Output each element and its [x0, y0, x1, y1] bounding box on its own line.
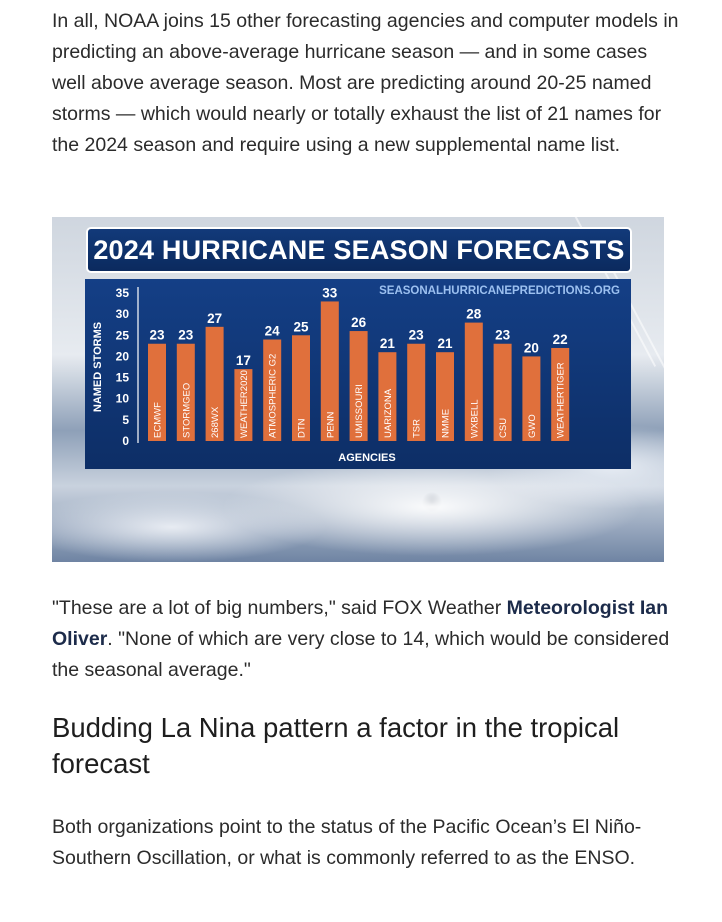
bar-category-label: WXBELL: [469, 399, 480, 438]
bar-value-label: 25: [293, 319, 309, 334]
chart-title: 2024 HURRICANE SEASON FORECASTS: [93, 234, 625, 265]
bar-value-label: 22: [553, 332, 568, 347]
bar-category-label: CSU: [498, 418, 509, 438]
hurricane-forecast-infographic: 2024 HURRICANE SEASON FORECASTS 0 5 10 15 20…: [52, 217, 664, 562]
bar: [349, 331, 368, 441]
bar-value-label: 23: [495, 328, 511, 343]
bar-chart: 0 5 10 15 20 25 30 35 NAMED STORMS SEASONALHURRIC…: [92, 285, 620, 464]
bar-value-label: 23: [178, 328, 194, 343]
y-tick-label: 10: [116, 392, 130, 406]
y-tick-label: 30: [116, 307, 130, 321]
bar-category-label: UARIZONA: [383, 388, 394, 438]
bar-value-label: 21: [380, 336, 396, 351]
bar: [493, 343, 512, 441]
chart-panel: 0 5 10 15 20 25 30 35 NAMED STORMS SEASONALHURRIC…: [85, 279, 631, 469]
y-tick-label: 25: [116, 328, 130, 342]
x-axis-label: AGENCIES: [338, 452, 395, 464]
y-axis-label: NAMED STORMS: [92, 322, 104, 412]
quote-text-end: . "None of which are very close to 14, w…: [52, 628, 670, 681]
bar: [378, 352, 397, 441]
bar-value-label: 23: [149, 328, 165, 343]
bar: [148, 343, 166, 441]
bar-category-label: WEATHERTIGER: [556, 362, 567, 438]
y-tick-label: 5: [122, 413, 129, 427]
intro-paragraph: In all, NOAA joins 15 other forecasting …: [52, 10, 679, 156]
bar-value-label: 26: [351, 315, 367, 330]
y-tick-label: 15: [116, 371, 130, 385]
bar-value-label: 20: [524, 340, 539, 355]
bar-category-label: DTN: [297, 418, 308, 438]
bar-value-label: 28: [466, 307, 482, 322]
bar-category-label: ATMOSPHERIC G2: [268, 354, 279, 438]
y-tick-label: 35: [116, 286, 130, 300]
bar: [464, 322, 483, 441]
quote-text-start: "These are a lot of big numbers," said F…: [52, 597, 507, 619]
bar-category-label: WEATHER2020: [239, 370, 250, 438]
bar: [436, 352, 454, 441]
bar: [234, 369, 253, 441]
bar-category-label: GWO: [527, 414, 538, 438]
bar: [320, 301, 339, 441]
bar-category-label: UMISSOURI: [354, 384, 365, 438]
bar: [263, 339, 282, 441]
bar: [205, 326, 224, 441]
quote-paragraph: "These are a lot of big numbers," said F…: [52, 593, 682, 686]
bar-value-label: 33: [322, 285, 338, 300]
bar: [407, 343, 426, 441]
bar: [292, 335, 310, 441]
y-tick-label: 0: [122, 434, 129, 448]
bar-value-label: 23: [409, 328, 425, 343]
bar-value-label: 27: [207, 311, 222, 326]
bar-category-label: TSR: [412, 419, 423, 438]
bar-value-label: 21: [437, 336, 453, 351]
bar-category-label: PENN: [325, 411, 336, 438]
bar-category-label: STORMGEO: [181, 383, 192, 438]
bar-value-label: 24: [265, 324, 281, 339]
bar: [176, 343, 195, 441]
source-label: SEASONALHURRICANEPREDICTIONS.ORG: [379, 285, 620, 297]
y-tick-label: 20: [116, 349, 130, 363]
bar-category-label: NMME: [441, 409, 452, 438]
section-heading: Budding La Nina pattern a factor in the …: [52, 712, 620, 779]
bar-category-label: ECMWF: [153, 402, 164, 438]
bar: [551, 347, 570, 441]
bar: [522, 356, 541, 441]
enso-paragraph: Both organizations point to the status o…: [52, 816, 642, 869]
bar-category-label: 268WX: [210, 406, 221, 438]
meteorologist-link[interactable]: Meteorologist Ian Oliver: [52, 597, 669, 650]
chart-title-banner: 2024 HURRICANE SEASON FORECASTS: [86, 227, 632, 273]
bar-value-label: 17: [236, 353, 251, 368]
